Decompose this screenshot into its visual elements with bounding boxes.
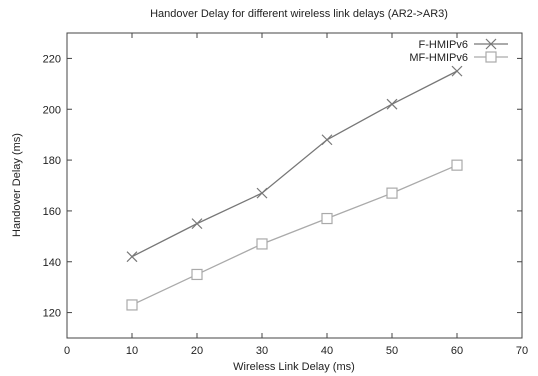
data-point: [451, 65, 463, 77]
data-point: [321, 134, 333, 146]
data-point: [386, 98, 398, 110]
y-tick-label: 200: [43, 104, 61, 116]
y-axis-label: Handover Delay (ms): [11, 133, 23, 237]
legend-marker: [485, 38, 497, 50]
legend-label: F-HMIPv6: [419, 39, 469, 51]
series-1: [126, 65, 463, 263]
data-point: [256, 187, 268, 199]
x-tick-label: 0: [64, 345, 70, 357]
legend-label: MF-HMIPv6: [409, 52, 468, 64]
x-axis-label: Wireless Link Delay (ms): [233, 361, 355, 373]
plot-frame: [66, 32, 523, 339]
y-tick-label: 120: [43, 308, 61, 320]
data-point: [191, 218, 203, 230]
data-point: [321, 212, 333, 225]
data-point: [126, 251, 138, 263]
series-line: [131, 70, 458, 258]
series-layer: [126, 65, 463, 311]
x-tick-label: 60: [451, 345, 463, 357]
chart-title: Handover Delay for different wireless li…: [150, 8, 448, 20]
x-tick-label: 30: [256, 345, 268, 357]
y-tick-label: 220: [43, 53, 61, 65]
y-tick-label: 160: [43, 206, 61, 218]
data-point: [191, 268, 203, 281]
x-tick-label: 50: [386, 345, 398, 357]
series-line: [131, 164, 458, 306]
data-point: [126, 299, 138, 311]
x-axis-ticks: 0 10 20 30 40 50 60 70: [64, 33, 528, 357]
data-point: [451, 159, 463, 171]
data-point: [386, 187, 398, 199]
y-axis-ticks: 120 140 160 180 200 220: [43, 53, 522, 320]
x-tick-label: 70: [516, 345, 528, 357]
legend-marker: [485, 51, 497, 63]
data-point: [256, 238, 268, 250]
series-2: [126, 159, 463, 311]
x-tick-label: 10: [126, 345, 138, 357]
x-tick-label: 20: [191, 345, 203, 357]
y-tick-label: 180: [43, 155, 61, 167]
x-tick-label: 40: [321, 345, 333, 357]
y-tick-label: 140: [43, 257, 61, 269]
